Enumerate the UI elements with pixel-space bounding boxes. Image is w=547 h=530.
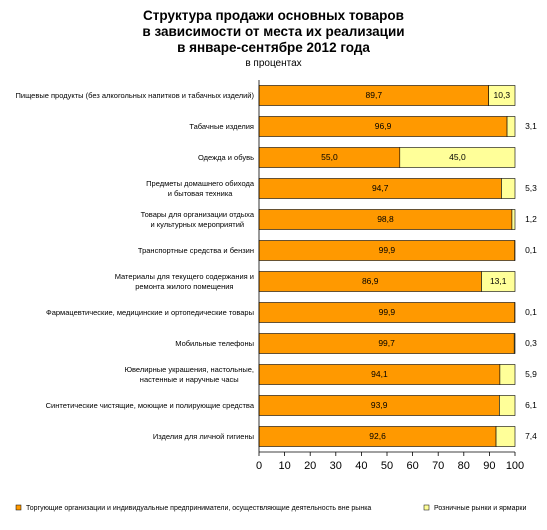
category-label: Транспортные средства и бензин xyxy=(137,245,254,255)
legend-swatch xyxy=(15,504,22,511)
category-label: Мобильные телефоны xyxy=(175,338,254,348)
bar-segment xyxy=(495,426,516,447)
category-label: Одежда и обувь xyxy=(198,152,254,162)
bar-segment xyxy=(399,147,516,168)
legend-swatch xyxy=(423,504,430,511)
x-tick-label: 0 xyxy=(256,460,262,472)
x-tick-label: 40 xyxy=(355,460,367,472)
x-tick-label: 100 xyxy=(506,460,524,472)
bar-segment xyxy=(501,178,516,199)
value-label: 93,9 xyxy=(371,400,388,410)
value-label: 6,1 xyxy=(525,400,537,410)
bar-segment xyxy=(506,116,516,137)
category-label: Материалы для текущего содержания и ремо… xyxy=(114,271,254,291)
chart-title: Структура продажи основных товаров в зав… xyxy=(142,8,405,55)
legend-label: Розничные рынки и ярмарки xyxy=(434,505,526,512)
x-tick-label: 90 xyxy=(483,460,495,472)
bar-segment xyxy=(499,395,516,416)
category-label: Пищевые продукты (без алкогольных напитк… xyxy=(15,90,254,100)
value-label: 94,1 xyxy=(371,369,388,379)
value-label: 0,3 xyxy=(525,338,537,348)
x-tick-label: 80 xyxy=(458,460,470,472)
value-label: 92,6 xyxy=(369,431,386,441)
value-label: 0,1 xyxy=(525,245,537,255)
value-label: 1,2 xyxy=(525,214,537,224)
category-label: Табачные изделия xyxy=(189,121,254,131)
value-label: 99,9 xyxy=(379,245,396,255)
bar-segment xyxy=(481,271,516,292)
category-label: Товары для организации отдыха и культурн… xyxy=(140,209,254,229)
value-label: 10,3 xyxy=(494,90,511,100)
bar-segment xyxy=(513,333,516,354)
category-label: Синтетические чистящие, моющие и полирую… xyxy=(45,400,254,410)
x-tick-label: 60 xyxy=(406,460,418,472)
value-label: 89,7 xyxy=(366,90,383,100)
value-label: 86,9 xyxy=(362,276,379,286)
value-label: 0,1 xyxy=(525,307,537,317)
bar-segment xyxy=(499,364,516,385)
bar-segment xyxy=(511,209,516,230)
value-label: 5,9 xyxy=(525,369,537,379)
chart-subtitle: в процентах xyxy=(245,58,302,69)
value-label: 94,7 xyxy=(372,183,389,193)
legend-label: Торгующие организации и индивидуальные п… xyxy=(26,505,371,512)
x-tick-label: 20 xyxy=(304,460,316,472)
x-tick-label: 70 xyxy=(432,460,444,472)
x-tick-label: 10 xyxy=(278,460,290,472)
category-label: Предметы домашнего обихода и бытовая тех… xyxy=(146,178,254,198)
value-label: 13,1 xyxy=(490,276,507,286)
category-label: Ювелирные украшения, настольные, настенн… xyxy=(124,364,254,384)
value-label: 99,7 xyxy=(378,338,395,348)
value-label: 3,1 xyxy=(525,121,537,131)
x-tick-label: 30 xyxy=(330,460,342,472)
value-label: 55,0 xyxy=(321,152,338,162)
value-label: 98,8 xyxy=(377,214,394,224)
value-label: 7,4 xyxy=(525,431,537,441)
category-label: Фармацевтические, медицинские и ортопеди… xyxy=(46,307,254,317)
x-tick-label: 50 xyxy=(381,460,393,472)
value-label: 45,0 xyxy=(449,152,466,162)
category-label: Изделия для личной гигиены xyxy=(152,431,254,441)
value-label: 5,3 xyxy=(525,183,537,193)
value-label: 96,9 xyxy=(375,121,392,131)
bar-segment xyxy=(488,85,516,106)
value-label: 99,9 xyxy=(379,307,396,317)
